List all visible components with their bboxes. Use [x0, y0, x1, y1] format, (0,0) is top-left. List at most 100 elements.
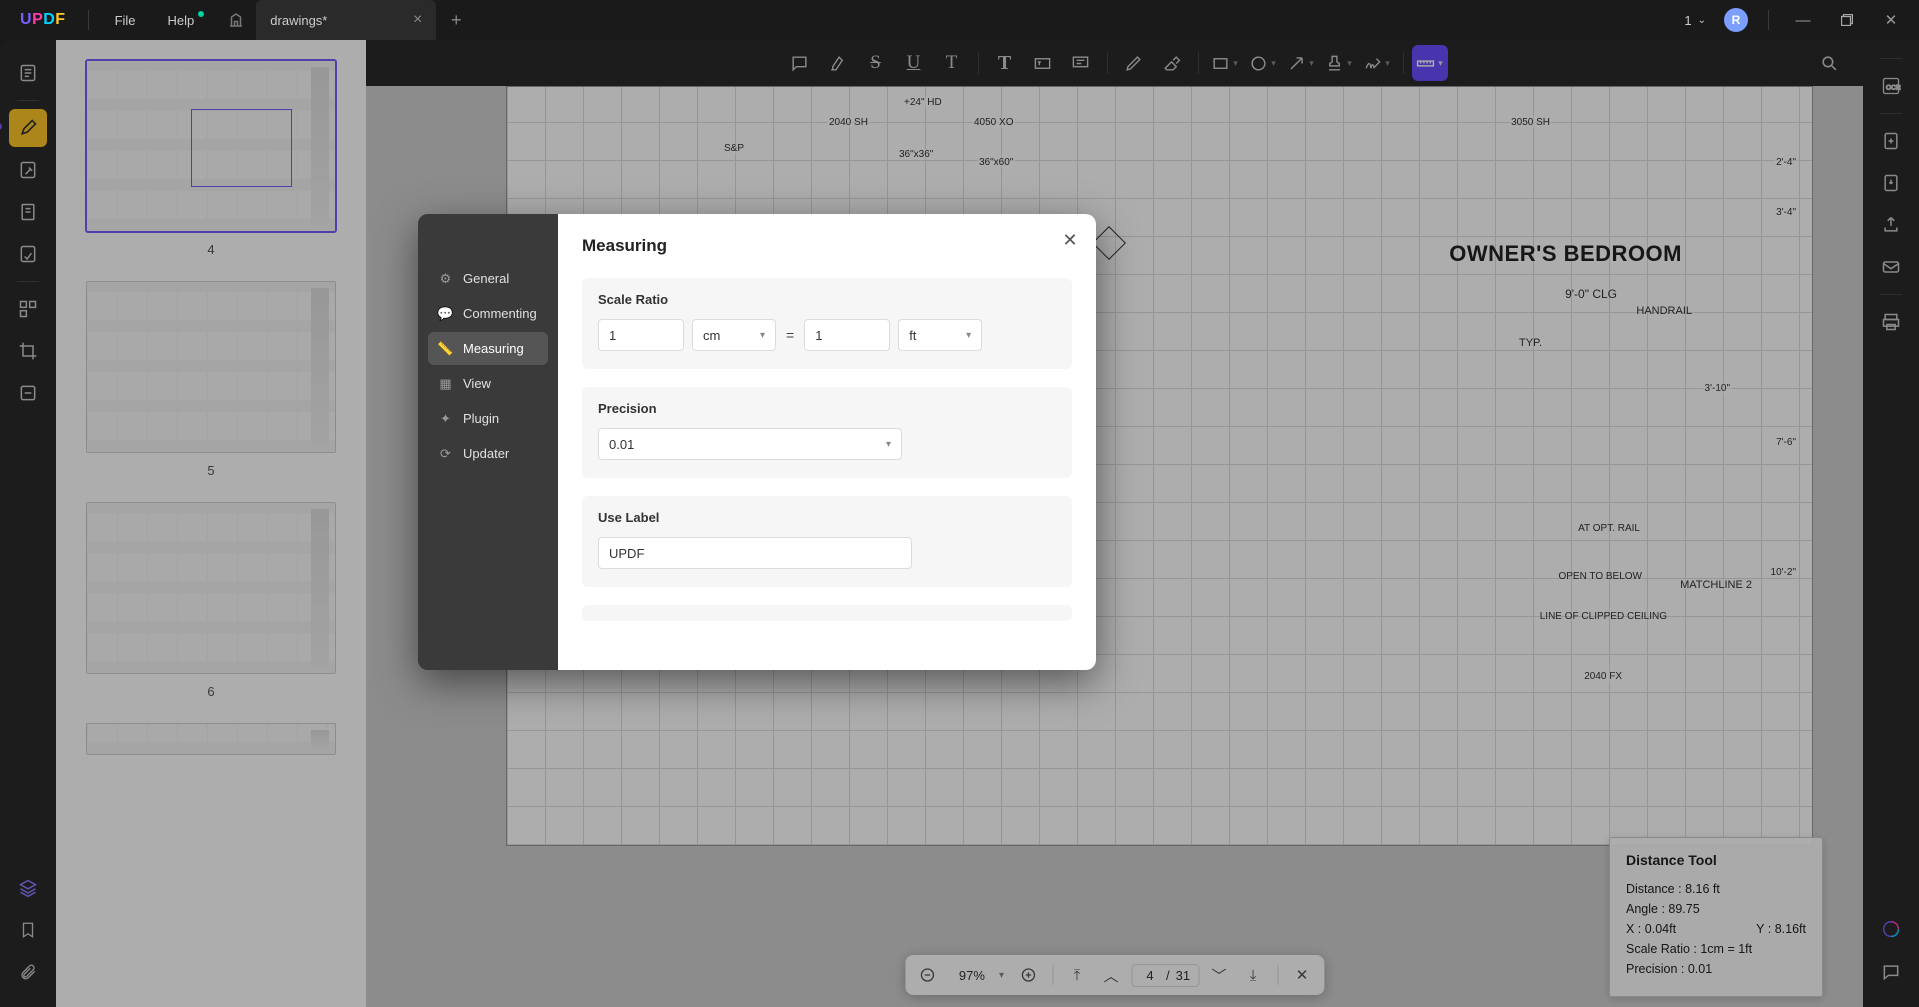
callout-icon[interactable]: [1063, 45, 1099, 81]
layers-icon[interactable]: [9, 869, 47, 907]
pencil-icon[interactable]: [1116, 45, 1152, 81]
scale-unit-2-select[interactable]: ft▾: [898, 319, 982, 351]
tab-close-icon[interactable]: ×: [393, 11, 422, 29]
sidebar-item-plugin[interactable]: ✦Plugin: [428, 402, 548, 435]
convert-icon[interactable]: [1872, 122, 1910, 160]
ocr-icon[interactable]: OCR: [1872, 67, 1910, 105]
window-maximize-icon[interactable]: [1827, 0, 1867, 40]
page-icon[interactable]: [9, 193, 47, 231]
precision-select[interactable]: 0.01▾: [598, 428, 902, 460]
reader-icon[interactable]: [9, 54, 47, 92]
scale-k: Scale Ratio :: [1626, 942, 1697, 956]
fill-icon[interactable]: [9, 235, 47, 273]
zoom-out-button[interactable]: [913, 961, 941, 989]
thumbnail[interactable]: [86, 281, 336, 453]
next-page-button[interactable]: ﹀: [1205, 961, 1233, 989]
menu-file[interactable]: File: [99, 13, 152, 28]
print-icon[interactable]: [1872, 303, 1910, 341]
chevron-down-icon: ▾: [886, 439, 891, 450]
textbox-icon[interactable]: [1025, 45, 1061, 81]
y-v: 8.16ft: [1775, 922, 1806, 936]
chevron-down-icon: ⌄: [1698, 15, 1706, 26]
highlight-icon[interactable]: [820, 45, 856, 81]
chevron-down-icon[interactable]: ▾: [999, 970, 1004, 981]
sidebar-item-commenting[interactable]: 💬Commenting: [428, 297, 548, 330]
zoom-in-button[interactable]: [1014, 961, 1042, 989]
shape-rect-icon[interactable]: ▾: [1207, 45, 1243, 81]
strike-icon[interactable]: S: [858, 45, 894, 81]
divider: [1880, 113, 1902, 114]
prev-page-button[interactable]: ︿: [1097, 961, 1125, 989]
divider: [1107, 52, 1108, 74]
comment-icon[interactable]: [782, 45, 818, 81]
first-page-button[interactable]: ⤒: [1063, 961, 1091, 989]
ai-icon[interactable]: [1872, 911, 1910, 949]
organize-icon[interactable]: [9, 290, 47, 328]
measure-icon[interactable]: ▾: [1412, 45, 1448, 81]
divider: [1198, 52, 1199, 74]
sidebar-label: Updater: [463, 446, 509, 461]
squiggly-icon[interactable]: T: [934, 45, 970, 81]
signature-icon[interactable]: ▾: [1359, 45, 1395, 81]
divider: [1880, 58, 1902, 59]
app-logo: UPDF: [20, 11, 66, 29]
tab-count-pill[interactable]: 1 ⌄: [1676, 13, 1714, 28]
label-typ: TYP.: [1519, 337, 1542, 349]
scale-unit-1-select[interactable]: cm ▾: [692, 319, 776, 351]
thumbnail[interactable]: [86, 723, 336, 755]
dim: 10'-2": [1769, 567, 1798, 578]
document-tab[interactable]: drawings* ×: [256, 0, 436, 40]
arrow-icon[interactable]: ▾: [1283, 45, 1319, 81]
export-icon[interactable]: [1872, 164, 1910, 202]
thumbnail[interactable]: [86, 60, 336, 232]
chat-icon[interactable]: [1872, 953, 1910, 991]
equals-label: =: [784, 327, 796, 343]
workspace: 4 5 6 S U T T ▾ ▾ ▾ ▾ ▾ ▾: [0, 40, 1919, 1007]
home-tab-icon[interactable]: [216, 0, 256, 40]
label-open-below: OPEN TO BELOW: [1558, 571, 1642, 582]
use-label-input[interactable]: [598, 537, 912, 569]
user-avatar[interactable]: R: [1724, 8, 1748, 32]
redact-icon[interactable]: [9, 374, 47, 412]
chevron-down-icon: ▾: [760, 330, 765, 341]
comment-icon: 💬: [438, 306, 453, 321]
attach-icon[interactable]: [9, 953, 47, 991]
tab-add-button[interactable]: +: [436, 0, 476, 40]
shape-oval-icon[interactable]: ▾: [1245, 45, 1281, 81]
annotate-icon[interactable]: [9, 109, 47, 147]
divider: [17, 100, 39, 101]
sidebar-label: Measuring: [463, 341, 524, 356]
crop-icon[interactable]: [9, 332, 47, 370]
distance-title: Distance Tool: [1626, 852, 1806, 868]
last-page-button[interactable]: ⤓: [1239, 961, 1267, 989]
modal-close-button[interactable]: ✕: [1058, 228, 1082, 252]
sidebar-item-measuring[interactable]: 📏Measuring: [428, 332, 548, 365]
text-icon[interactable]: T: [987, 45, 1023, 81]
plugin-icon: ✦: [438, 411, 453, 426]
window-close-icon[interactable]: ✕: [1871, 0, 1911, 40]
section-label: Scale Ratio: [598, 292, 1056, 307]
scale-value-1-input[interactable]: [598, 319, 684, 351]
navigator-close-button[interactable]: ✕: [1288, 961, 1316, 989]
page-indicator[interactable]: 4 / 31: [1131, 964, 1199, 987]
bookmark-icon[interactable]: [9, 911, 47, 949]
scale-value-2-input[interactable]: [804, 319, 890, 351]
sidebar-item-general[interactable]: ⚙General: [428, 262, 548, 295]
select-value: cm: [703, 328, 720, 343]
stamp-icon[interactable]: ▾: [1321, 45, 1357, 81]
angle-k: Angle :: [1626, 902, 1665, 916]
search-icon[interactable]: [1811, 45, 1847, 81]
underline-icon[interactable]: U: [896, 45, 932, 81]
thumbnail[interactable]: [86, 502, 336, 674]
share-icon[interactable]: [1872, 206, 1910, 244]
sidebar-item-view[interactable]: ▦View: [428, 367, 548, 400]
window-minimize-icon[interactable]: —: [1783, 0, 1823, 40]
menu-help[interactable]: Help: [152, 13, 211, 28]
label-optrail: AT OPT. RAIL: [1578, 523, 1640, 534]
zoom-value[interactable]: 97%: [947, 968, 997, 983]
eraser-icon[interactable]: [1154, 45, 1190, 81]
edit-icon[interactable]: [9, 151, 47, 189]
mail-icon[interactable]: [1872, 248, 1910, 286]
dim: 2040 FX: [1582, 671, 1624, 682]
sidebar-item-updater[interactable]: ⟳Updater: [428, 437, 548, 470]
